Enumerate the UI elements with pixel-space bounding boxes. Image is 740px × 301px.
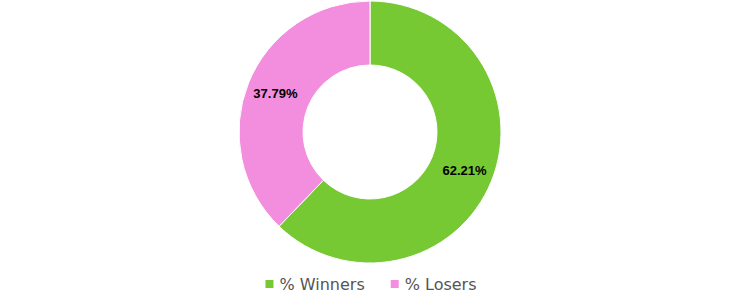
- svg-text:37.79%: 37.79%: [253, 86, 298, 101]
- svg-text:62.21%: 62.21%: [443, 163, 488, 178]
- svg-text:% Losers: % Losers: [405, 275, 477, 294]
- svg-text:% Winners: % Winners: [279, 275, 364, 294]
